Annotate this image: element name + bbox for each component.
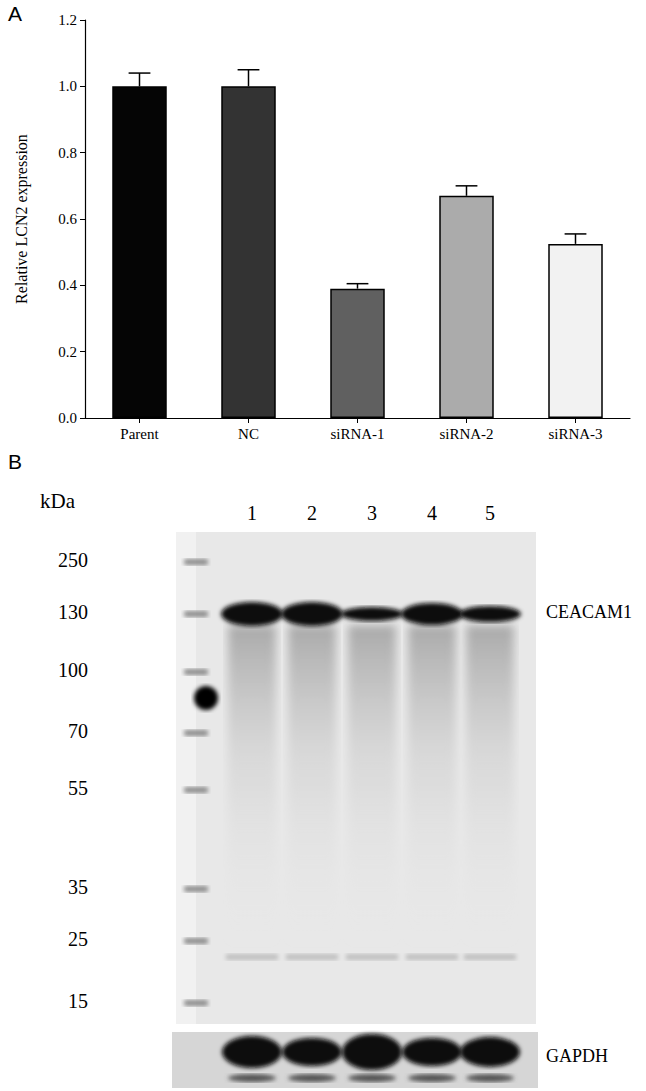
svg-text:250: 250: [58, 549, 88, 571]
svg-text:1: 1: [247, 502, 257, 524]
svg-text:NC: NC: [238, 426, 259, 442]
svg-text:55: 55: [68, 777, 88, 799]
svg-text:0.0: 0.0: [58, 410, 77, 426]
svg-text:100: 100: [58, 659, 88, 681]
svg-text:25: 25: [68, 928, 88, 950]
html-text:B: B: [8, 450, 22, 473]
svg-text:siRNA-1: siRNA-1: [330, 426, 384, 442]
svg-text:0.8: 0.8: [58, 145, 77, 161]
svg-text:Parent: Parent: [120, 426, 159, 442]
svg-text:4: 4: [427, 502, 437, 524]
svg-text:0.2: 0.2: [58, 344, 77, 360]
svg-text:CEACAM1: CEACAM1: [546, 602, 632, 622]
svg-text:GAPDH: GAPDH: [546, 1046, 608, 1066]
svg-text:2: 2: [307, 502, 317, 524]
svg-text:130: 130: [58, 601, 88, 623]
svg-text:kDa: kDa: [40, 489, 76, 513]
html-text:A: A: [8, 2, 22, 25]
svg-text:1.2: 1.2: [58, 12, 77, 28]
svg-text:3: 3: [367, 502, 377, 524]
svg-text:5: 5: [485, 502, 495, 524]
svg-text:Relative LCN2 expression: Relative LCN2 expression: [13, 134, 31, 304]
svg-text:15: 15: [68, 990, 88, 1012]
svg-text:siRNA-3: siRNA-3: [548, 426, 602, 442]
svg-text:0.4: 0.4: [58, 277, 77, 293]
svg-text:1.0: 1.0: [58, 78, 77, 94]
svg-text:siRNA-2: siRNA-2: [439, 426, 493, 442]
svg-text:35: 35: [68, 876, 88, 898]
svg-text:70: 70: [68, 720, 88, 742]
svg-text:0.6: 0.6: [58, 211, 77, 227]
